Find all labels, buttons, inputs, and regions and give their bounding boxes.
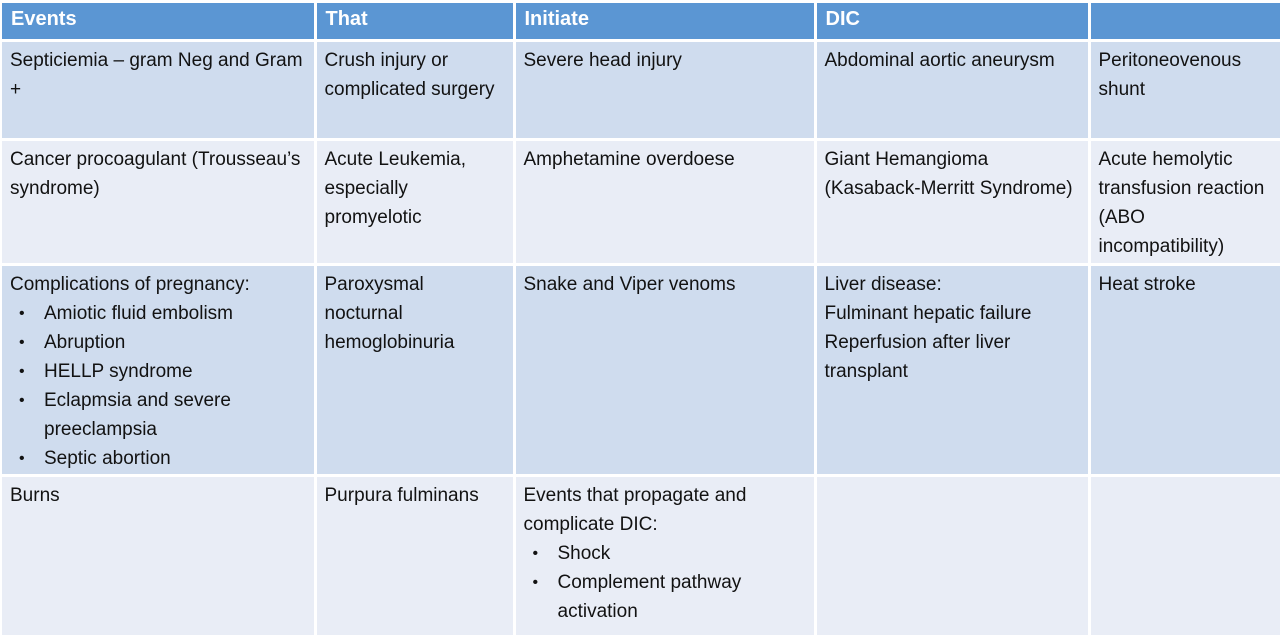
table-cell [1087,473,1280,635]
table-row: Burns Purpura fulminans Events that prop… [2,473,1280,635]
table-row: Complications of pregnancy: • Amiotic flu… [2,262,1280,477]
column-header-dic: DIC [813,3,1091,42]
cell-text: Septiciemia – gram Neg and Gram + [10,49,303,100]
bullet-text: Abruption [44,331,126,353]
cell-text: Abdominal aortic aneurysm [824,49,1055,71]
cell-text-line: Reperfusion after liver transplant [824,331,1011,382]
bullet-icon: • [532,544,539,562]
column-header-initiate: Initiate [512,3,817,42]
bullet-icon: • [19,449,25,467]
cell-text: Giant Hemangioma (Kasaback-Merritt Syndr… [824,148,1073,199]
bullet-list: • Shock • Complement pathway activation [524,539,806,626]
cell-text: Crush injury or complicated surgery [324,49,495,100]
table-cell: Acute hemolytic transfusion reaction (AB… [1087,137,1280,266]
table-cell: Liver disease: Fulminant hepatic failure… [813,262,1091,477]
cell-text: Burns [10,484,60,506]
cell-text-line: Fulminant hepatic failure [824,302,1032,324]
table-cell: Abdominal aortic aneurysm [813,38,1091,141]
bullet-icon: • [532,573,539,591]
cell-text: Cancer procoagulant (Trousseau’s syndrom… [10,148,301,199]
table-cell: Burns [2,473,317,635]
bullet-item: • Amiotic fluid embolism [10,299,306,328]
cell-text: Complications of pregnancy: [10,273,250,295]
header-row: Events That Initiate DIC [2,3,1280,42]
bullet-text: HELLP syndrome [44,360,193,382]
bullet-item: • HELLP syndrome [10,357,306,386]
table-cell: Severe head injury [512,38,817,141]
cell-text: Snake and Viper venoms [523,273,736,295]
column-header-events: Events [2,3,317,42]
bullet-text: Amiotic fluid embolism [44,302,233,324]
bullet-item: • Abruption [10,328,306,357]
table-cell: Heat stroke [1087,262,1280,477]
bullet-item: • Septic abortion [10,444,306,473]
bullet-text: Septic abortion [44,447,171,469]
table-row: Cancer procoagulant (Trousseau’s syndrom… [2,137,1280,266]
bullet-text: Shock [557,542,611,564]
cell-text-line: Liver disease: [824,273,942,295]
table-cell: Complications of pregnancy: • Amiotic flu… [2,262,317,477]
table-row: Septiciemia – gram Neg and Gram + Crush … [2,38,1280,141]
cell-text: Acute Leukemia, especially promyelotic [324,148,467,228]
cell-text: Purpura fulminans [324,484,479,506]
bullet-icon: • [19,333,25,351]
bullet-item: • Complement pathway activation [524,568,806,626]
bullet-list: • Amiotic fluid embolism • Abruption • HELL… [10,299,306,473]
bullet-icon: • [19,391,25,409]
cell-text: Acute hemolytic transfusion reaction (AB… [1098,148,1265,257]
table-cell: Cancer procoagulant (Trousseau’s syndrom… [2,137,317,266]
table-cell: Paroxysmal nocturnal hemoglobinuria [313,262,516,477]
table-cell: Amphetamine overdoese [512,137,817,266]
table-cell [813,473,1091,635]
table-cell: Crush injury or complicated surgery [313,38,516,141]
bullet-icon: • [19,362,25,380]
bullet-text: Eclapmsia and severe preeclampsia [44,389,231,440]
cell-text: Severe head injury [523,49,682,71]
table-cell: Purpura fulminans [313,473,516,635]
cell-text: Heat stroke [1098,273,1196,295]
bullet-item: • Shock [524,539,806,568]
column-header-blank [1087,3,1280,42]
table-cell: Giant Hemangioma (Kasaback-Merritt Syndr… [813,137,1091,266]
cell-text: Amphetamine overdoese [523,148,735,170]
bullet-text: Complement pathway activation [557,571,742,622]
cell-text: Peritoneovenous shunt [1098,49,1242,100]
bullet-icon: • [19,304,25,322]
cell-text: Paroxysmal nocturnal hemoglobinuria [324,273,455,353]
dic-causes-table: Events That Initiate DIC Septiciemia – g… [2,3,1280,635]
table-cell: Snake and Viper venoms [512,262,817,477]
table-cell: Acute Leukemia, especially promyelotic [313,137,516,266]
table-cell: Peritoneovenous shunt [1087,38,1280,141]
cell-text: Events that propagate and complicate DIC… [523,484,747,535]
table-cell: Events that propagate and complicate DIC… [512,473,817,635]
bullet-item: • Eclapmsia and severe preeclampsia [10,386,306,444]
table-cell: Septiciemia – gram Neg and Gram + [2,38,317,141]
column-header-that: That [313,3,516,42]
